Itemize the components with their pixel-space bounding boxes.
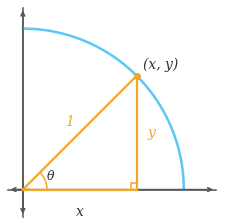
Text: (x, y): (x, y) [142,57,178,72]
Text: θ: θ [47,170,54,184]
Text: x: x [76,205,83,219]
Text: 1: 1 [65,116,74,129]
Text: y: y [146,126,154,140]
